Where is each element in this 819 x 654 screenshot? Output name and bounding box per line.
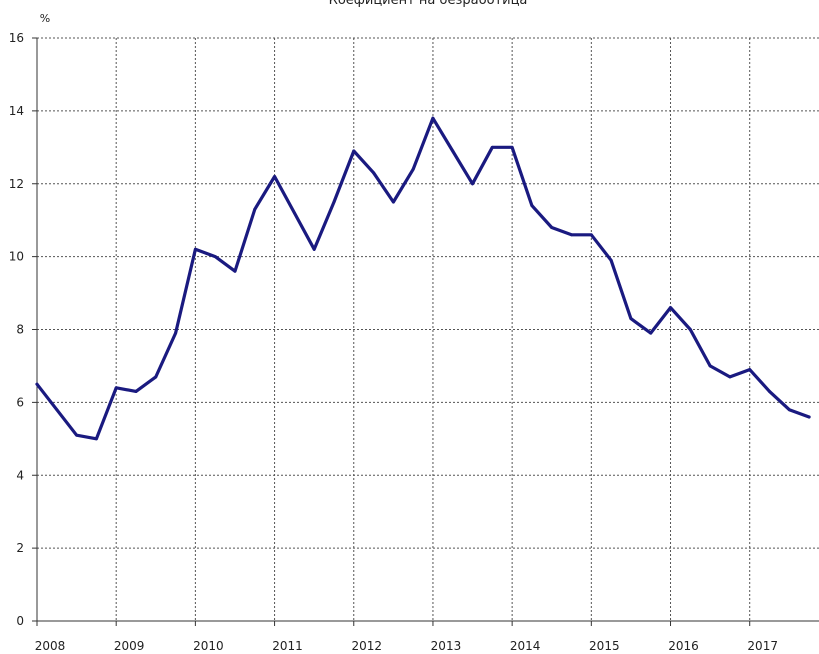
data-point xyxy=(352,149,356,153)
x-tick-label: 2012 xyxy=(351,639,382,653)
data-point xyxy=(490,145,494,149)
data-point xyxy=(787,408,791,412)
x-tick-label: 2016 xyxy=(668,639,699,653)
data-point xyxy=(807,415,811,419)
data-point xyxy=(174,331,177,335)
data-point xyxy=(273,175,276,178)
y-tick-label: 16 xyxy=(9,31,24,45)
data-point xyxy=(35,382,39,386)
data-point xyxy=(530,204,534,208)
series-line xyxy=(35,116,811,441)
y-tick-label: 4 xyxy=(16,468,24,482)
x-tick-label: 2015 xyxy=(589,639,620,653)
data-point xyxy=(332,200,336,204)
data-point xyxy=(510,145,514,149)
data-point xyxy=(233,269,237,273)
data-point xyxy=(748,368,752,371)
data-point xyxy=(708,364,712,368)
x-tick-label: 2011 xyxy=(272,639,303,653)
data-point xyxy=(213,255,217,259)
axes xyxy=(32,37,819,626)
data-point xyxy=(431,116,435,120)
data-point xyxy=(589,233,593,237)
y-tick-label: 8 xyxy=(16,323,24,337)
data-point xyxy=(391,200,395,204)
data-point xyxy=(94,437,98,441)
x-tick-label: 2014 xyxy=(510,639,541,653)
data-point xyxy=(372,171,375,175)
y-axis-unit-label: % xyxy=(40,12,50,25)
data-point xyxy=(570,233,573,237)
data-point xyxy=(75,433,78,437)
data-point xyxy=(471,182,474,186)
x-tick-label: 2017 xyxy=(747,639,778,653)
data-point xyxy=(669,306,672,310)
data-point xyxy=(649,331,653,335)
x-tick-label: 2009 xyxy=(114,639,145,653)
y-tick-label: 12 xyxy=(9,177,24,191)
y-tick-label: 10 xyxy=(9,250,24,264)
y-tick-label: 2 xyxy=(16,541,24,555)
data-point xyxy=(134,390,138,393)
x-tick-labels: 2008 2009 2010 2011 2012 2013 2014 2015 2016 2017 xyxy=(35,639,778,653)
data-point xyxy=(728,375,732,379)
grid-lines xyxy=(37,37,819,621)
data-point xyxy=(114,386,118,390)
data-point xyxy=(312,247,316,251)
data-point xyxy=(609,258,613,262)
data-point xyxy=(55,408,59,412)
data-point xyxy=(253,207,257,211)
data-point xyxy=(193,247,197,251)
data-point xyxy=(688,328,692,331)
data-point xyxy=(768,390,771,393)
y-tick-label: 6 xyxy=(16,395,24,409)
data-point xyxy=(451,149,455,153)
x-tick-label: 2010 xyxy=(193,639,224,653)
x-tick-label: 2013 xyxy=(431,639,462,653)
x-tick-label: 2008 xyxy=(35,639,66,653)
data-point xyxy=(629,317,633,320)
data-point xyxy=(550,226,554,229)
series-group xyxy=(35,116,811,441)
y-tick-label: 14 xyxy=(9,104,24,118)
chart-title: Коефициент на безработица xyxy=(329,0,528,8)
data-point xyxy=(154,375,158,379)
y-tick-label: 0 xyxy=(16,614,24,628)
data-point xyxy=(292,211,296,215)
y-tick-labels: 0 2 4 6 8 10 12 14 16 xyxy=(9,31,24,628)
data-point xyxy=(411,167,415,171)
